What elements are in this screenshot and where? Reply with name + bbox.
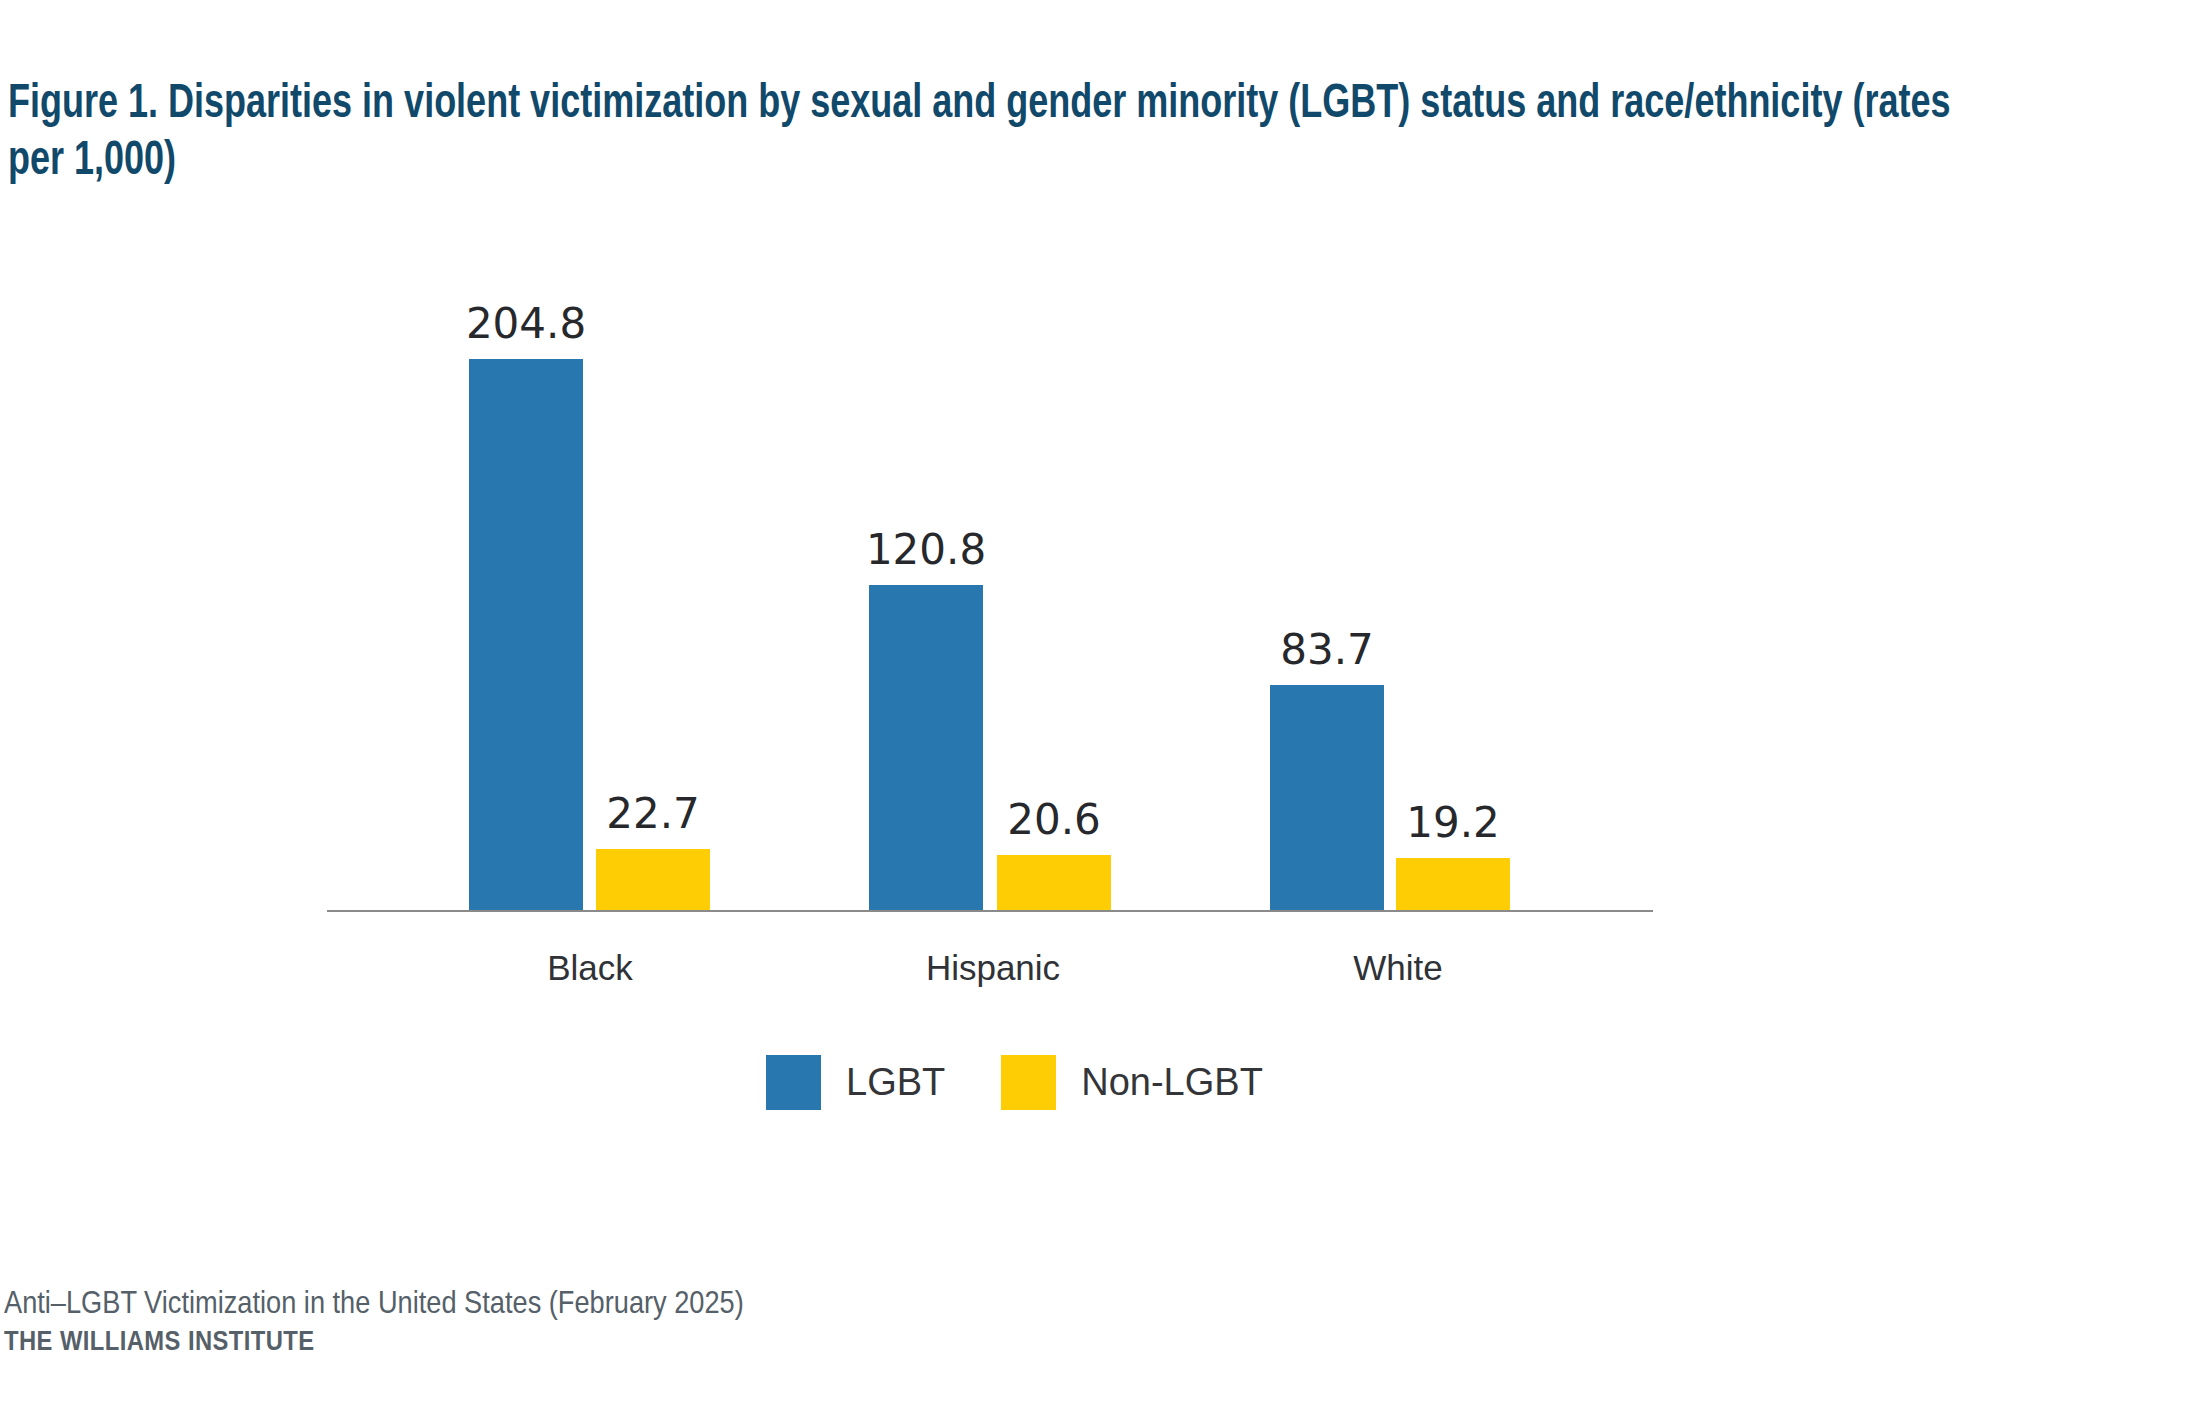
figure-title: Figure 1. Disparities in violent victimi… [8, 72, 1950, 186]
x-axis-label-black: Black [547, 948, 633, 988]
bar-white-lgbt: 83.7 [1270, 629, 1384, 910]
organization-name: THE WILLIAMS INSTITUTE [4, 1326, 315, 1357]
legend: LGBT Non-LGBT [766, 1055, 1263, 1110]
legend-label-lgbt: LGBT [846, 1061, 945, 1104]
bar-hispanic-nonlgbt: 20.6 [997, 799, 1111, 910]
legend-label-nonlgbt: Non-LGBT [1081, 1061, 1263, 1104]
x-axis-line [327, 910, 1653, 912]
x-axis-label-hispanic: Hispanic [926, 948, 1060, 988]
bar-value-label: 120.8 [866, 529, 986, 571]
bar-value-label: 19.2 [1406, 802, 1500, 844]
figure-page: Figure 1. Disparities in violent victimi… [0, 0, 2200, 1425]
bar-black-lgbt: 204.8 [469, 303, 583, 910]
bar-value-label: 83.7 [1280, 629, 1374, 671]
bar-black-nonlgbt: 22.7 [596, 793, 710, 910]
figure-title-line1: Figure 1. Disparities in violent victimi… [8, 72, 1950, 129]
legend-swatch-lgbt [766, 1055, 821, 1110]
bar-black-lgbt-rect [469, 359, 583, 910]
bar-value-label: 204.8 [466, 303, 586, 345]
bar-black-nonlgbt-rect [596, 849, 710, 910]
bar-white-lgbt-rect [1270, 685, 1384, 910]
figure-title-line2: per 1,000) [8, 129, 1950, 186]
bar-value-label: 20.6 [1007, 799, 1101, 841]
bar-white-nonlgbt: 19.2 [1396, 802, 1510, 910]
bar-hispanic-lgbt-rect [869, 585, 983, 910]
bar-hispanic-lgbt: 120.8 [869, 529, 983, 910]
bar-white-nonlgbt-rect [1396, 858, 1510, 910]
bar-value-label: 22.7 [606, 793, 700, 835]
x-axis-label-white: White [1353, 948, 1442, 988]
legend-swatch-nonlgbt [1001, 1055, 1056, 1110]
bar-hispanic-nonlgbt-rect [997, 855, 1111, 910]
source-caption: Anti–LGBT Victimization in the United St… [4, 1284, 744, 1321]
